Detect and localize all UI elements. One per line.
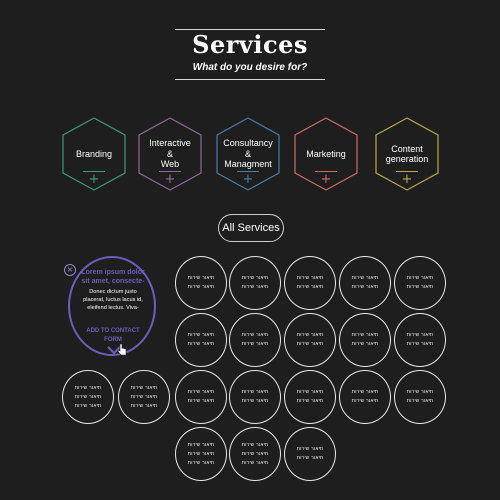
hexagon-outline [138, 117, 202, 191]
service-circle[interactable]: תיאור שירות תיאור שירות [229, 370, 281, 424]
add-to-contact-form-link[interactable]: ADD TO CONTACT FORM [86, 328, 140, 343]
service-circle[interactable]: תיאור שירות תיאור שירות תיאור שירות [62, 370, 114, 424]
service-circle[interactable]: תיאור שירות תיאור שירות [394, 256, 446, 310]
service-circle[interactable]: תיאור שירות תיאור שירות [175, 313, 227, 367]
header-rule-top [175, 29, 325, 30]
hand-cursor-icon [117, 343, 127, 356]
plus-icon[interactable]: + [88, 172, 100, 187]
service-circle[interactable]: תיאור שירות תיאור שירות תיאור שירות [175, 427, 227, 481]
service-label: Marketing [306, 148, 346, 159]
service-underline [396, 171, 418, 172]
service-circle[interactable]: תיאור שירות תיאור שירות [175, 370, 227, 424]
plus-icon[interactable]: + [401, 172, 413, 187]
service-hex-consultancy[interactable]: Consultancy & Managment + [215, 117, 281, 193]
service-underline [237, 171, 259, 172]
plus-icon[interactable]: + [320, 172, 332, 187]
expanded-card-title: Lorem ipsum dolor sit amet, consecte- [81, 269, 145, 285]
service-underline [83, 171, 105, 172]
header-rule-bottom [175, 79, 325, 80]
service-hex-interactive-web[interactable]: Interactive & Web + [137, 117, 203, 193]
service-circle[interactable]: תיאור שירות תיאור שירות תיאור שירות [229, 427, 281, 481]
service-circle[interactable]: תיאור שירות תיאור שירות [339, 370, 391, 424]
service-circle[interactable]: תיאור שירות תיאור שירות [339, 256, 391, 310]
service-hex-marketing[interactable]: Marketing + [293, 117, 359, 193]
service-underline [315, 171, 337, 172]
hexagon-outline [216, 117, 280, 191]
hexagon-outline [62, 117, 126, 191]
all-services-button[interactable]: All Services [218, 214, 284, 242]
plus-icon[interactable]: + [242, 172, 254, 187]
service-circle[interactable]: תיאור שירות תיאור שירות [339, 313, 391, 367]
service-circle[interactable]: תיאור שירות תיאור שירות [229, 313, 281, 367]
service-circle[interactable]: תיאור שירות תיאור שירות [284, 427, 336, 481]
service-circle[interactable]: תיאור שירות תיאור שירות [284, 256, 336, 310]
service-hex-branding[interactable]: Branding + [61, 117, 127, 193]
hexagon-outline [294, 117, 358, 191]
service-circle[interactable]: תיאור שירות תיאור שירות [394, 313, 446, 367]
service-underline [159, 171, 181, 172]
expanded-service-card[interactable] [68, 256, 156, 356]
expanded-card-body: Donec dictum justo placerat, luctus lacu… [83, 289, 143, 311]
plus-icon[interactable]: + [164, 172, 176, 187]
service-label: Branding [75, 148, 113, 159]
service-label: Content generation [385, 143, 429, 165]
page-subtitle: What do you desire for? [192, 62, 308, 73]
service-label: Consultancy & Managment [223, 138, 273, 170]
service-circle[interactable]: תיאור שירות תיאור שירות [394, 370, 446, 424]
service-circle[interactable]: תיאור שירות תיאור שירות [284, 313, 336, 367]
page-title: Services [192, 30, 308, 59]
service-circle[interactable]: תיאור שירות תיאור שירות [229, 256, 281, 310]
hexagon-outline [375, 117, 439, 191]
service-circle[interactable]: תיאור שירות תיאור שירות תיאור שירות [118, 370, 170, 424]
close-icon[interactable]: × [64, 264, 76, 276]
service-circle[interactable]: תיאור שירות תיאור שירות [284, 370, 336, 424]
service-label: Interactive & Web [149, 138, 191, 170]
chevron-down-icon[interactable] [107, 346, 121, 354]
service-hex-content[interactable]: Content generation + [374, 117, 440, 193]
service-circle[interactable]: תיאור שירות תיאור שירות [175, 256, 227, 310]
